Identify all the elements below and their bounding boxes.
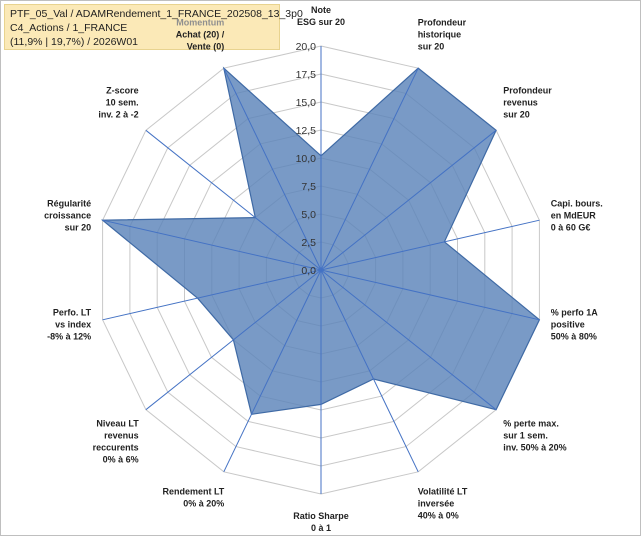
- radar-axis-label: Profondeur revenus sur 20: [503, 86, 552, 120]
- radar-axis-labels: Note ESG sur 20 Profondeur historique sur 20…: [44, 5, 603, 533]
- radar-axis-label-line: sur 20: [503, 110, 530, 120]
- radar-axis-label-line: 0 à 1: [311, 523, 331, 533]
- radar-spoke: [145, 269, 322, 411]
- radar-axis-label-line: revenus: [503, 98, 538, 108]
- radar-axis-label-line: % perfo 1A: [551, 308, 599, 318]
- radar-spoke: [320, 129, 497, 271]
- radar-axis-label-line: Ratio Sharpe: [293, 511, 349, 521]
- radar-axis-label: Z-score 10 sem. inv. 2 à -2: [98, 86, 138, 120]
- radar-tick-label: 0,0: [301, 265, 316, 277]
- radar-axis-label-line: revenus: [104, 430, 139, 440]
- radar-spokes: [102, 46, 540, 494]
- radar-tick-label: 5,0: [301, 209, 316, 221]
- radar-axis-label: Note ESG sur 20: [297, 5, 345, 27]
- radar-axis-label-line: positive: [551, 320, 585, 330]
- portfolio-info-line-1: PTF_05_Val / ADAMRendement_1_FRANCE_2025…: [10, 8, 303, 20]
- radar-axis-label-line: Vente (0): [187, 41, 225, 51]
- radar-axis-label-line: 0 à 60 G€: [551, 222, 591, 232]
- radar-spoke: [320, 67, 419, 271]
- radar-spoke: [145, 129, 322, 271]
- radar-axis-label-line: Rendement LT: [162, 487, 224, 497]
- radar-axis-label-line: Capi. bours.: [551, 198, 603, 208]
- radar-axis-label-line: vs index: [55, 320, 91, 330]
- radar-axis-label: Momentum Achat (20) / Vente (0): [176, 17, 225, 51]
- radar-axis-label-line: inv. 2 à -2: [98, 110, 138, 120]
- radar-axis-label-line: 50% à 80%: [551, 332, 597, 342]
- radar-axis-label-line: en MdEUR: [551, 210, 597, 220]
- radar-axis-label-line: Perfo. LT: [53, 308, 92, 318]
- portfolio-info-line-2: C4_Actions / 1_FRANCE: [10, 22, 128, 34]
- radar-spoke: [223, 67, 322, 271]
- radar-spoke: [320, 219, 540, 271]
- radar-axis-label-line: ESG sur 20: [297, 17, 345, 27]
- radar-axis-label: Perfo. LT vs index -8% à 12%: [47, 308, 92, 342]
- radar-spoke: [320, 269, 540, 321]
- radar-axis-label-line: croissance: [44, 210, 91, 220]
- radar-axis-label-line: reccurents: [93, 442, 139, 452]
- radar-spoke: [320, 269, 497, 411]
- radar-axis-label-line: 0% à 20%: [183, 499, 224, 509]
- radar-axis-label-line: Volatilité LT: [418, 487, 468, 497]
- radar-axis-label-line: inv. 50% à 20%: [503, 442, 566, 452]
- radar-axis-label-line: inversée: [418, 499, 455, 509]
- radar-axis-label: Ratio Sharpe 0 à 1: [293, 511, 349, 533]
- radar-tick-label: 15,0: [296, 97, 317, 109]
- radar-tick-label: 2,5: [301, 237, 316, 249]
- radar-axis-label-line: Régularité: [47, 198, 91, 208]
- radar-axis-label-line: Note: [311, 5, 331, 15]
- radar-axis-label-line: sur 20: [65, 222, 92, 232]
- radar-axis-label-line: 0% à 6%: [103, 454, 139, 464]
- radar-axis-label-line: Profondeur: [503, 86, 552, 96]
- radar-spoke: [102, 269, 322, 321]
- radar-spoke: [102, 219, 322, 271]
- radar-axis-label-line: Momentum: [176, 17, 224, 27]
- radar-axis-label-line: 10 sem.: [106, 98, 139, 108]
- radar-axis-label-line: sur 20: [418, 41, 445, 51]
- radar-tick-labels: 0,0 2,5 5,0 7,5 10,0 12,5 15,0 17,5 20,0: [296, 41, 317, 277]
- radar-spoke: [320, 269, 419, 473]
- radar-axis-label-line: historique: [418, 29, 462, 39]
- radar-axis-label-line: % perte max.: [503, 418, 559, 428]
- radar-tick-label: 20,0: [296, 41, 317, 53]
- radar-axis-label: Niveau LT revenus reccurents 0% à 6%: [93, 418, 140, 464]
- radar-tick-label: 12,5: [296, 125, 317, 137]
- portfolio-info-line-3: (11,9% | 19,7%) / 2026W01: [10, 36, 139, 48]
- radar-tick-label: 17,5: [296, 69, 317, 81]
- radar-axis-label-line: Profondeur: [418, 17, 467, 27]
- radar-axis-label-line: Niveau LT: [96, 418, 139, 428]
- radar-axis-label: % perfo 1A positive 50% à 80%: [551, 308, 599, 342]
- radar-spoke: [223, 269, 322, 473]
- radar-axis-label-line: sur 1 sem.: [503, 430, 548, 440]
- portfolio-info-box: PTF_05_Val / ADAMRendement_1_FRANCE_2025…: [4, 4, 303, 50]
- radar-axis-label: Capi. bours. en MdEUR 0 à 60 G€: [551, 198, 603, 232]
- radar-axis-label-line: Z-score: [106, 86, 139, 96]
- radar-axis-label: Rendement LT 0% à 20%: [162, 487, 224, 509]
- radar-axis-label: Volatilité LT inversée 40% à 0%: [418, 487, 468, 521]
- radar-axis-label-line: 40% à 0%: [418, 511, 459, 521]
- radar-axis-label-line: -8% à 12%: [47, 332, 91, 342]
- radar-tick-label: 7,5: [301, 181, 316, 193]
- radar-axis-label-line: Achat (20) /: [176, 29, 225, 39]
- radar-axis-label: % perte max. sur 1 sem. inv. 50% à 20%: [503, 418, 566, 452]
- radar-axis-label: Profondeur historique sur 20: [418, 17, 467, 51]
- radar-tick-label: 10,0: [296, 153, 317, 165]
- radar-axis-label: Régularité croissance sur 20: [44, 198, 91, 232]
